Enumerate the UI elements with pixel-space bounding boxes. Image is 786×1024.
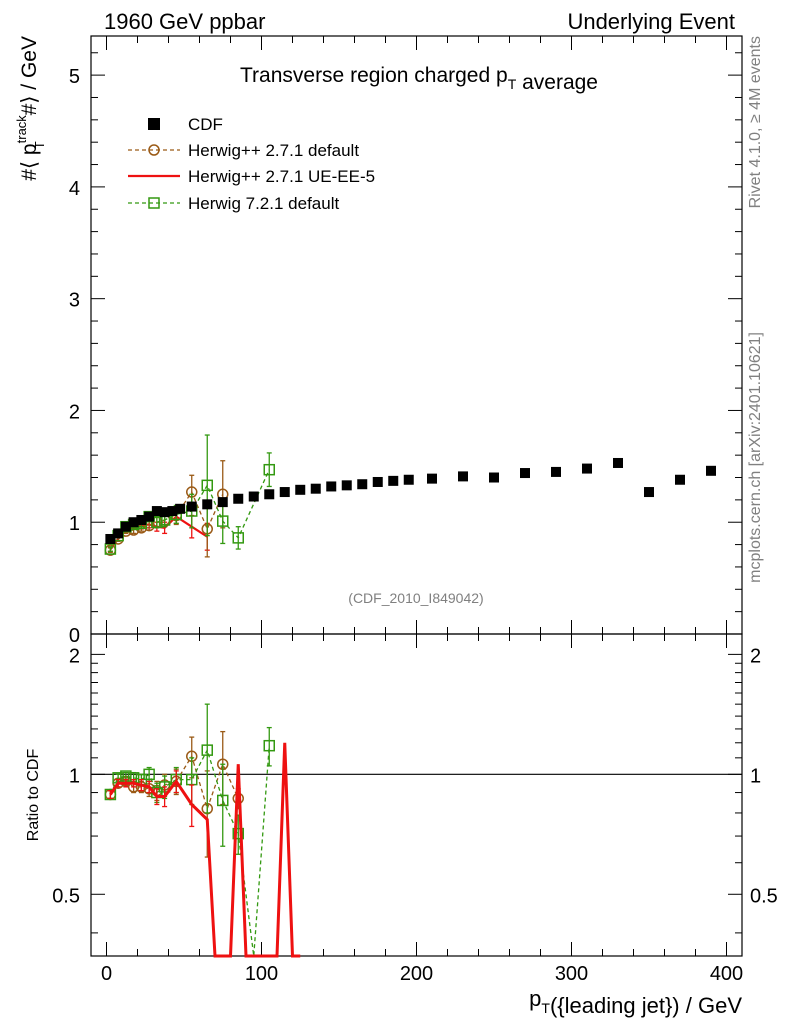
cdf-point	[613, 457, 623, 468]
cdf-point	[357, 479, 368, 490]
legend-label: Herwig++ 2.7.1 default	[188, 141, 359, 160]
cdf-point	[113, 528, 124, 539]
cdf-point	[582, 463, 592, 474]
ratio-y-axis-label: Ratio to CDF	[25, 749, 42, 842]
h7-point	[201, 479, 213, 492]
legend-hwdefault-marker	[148, 144, 160, 156]
legend: CDF Herwig++ 2.7.1 default Herwig++ 2.7.1 …	[128, 115, 375, 213]
h7-point	[232, 532, 244, 544]
y-tick-label: 5	[69, 66, 80, 88]
h7-point	[263, 463, 275, 476]
ratio-y-tick-label: 1	[69, 765, 80, 787]
ratio-h7-point	[104, 788, 117, 801]
ratio-axis-ticks: 0.5 0.5 1 1 2 2 0 100 200 300 400	[52, 634, 778, 985]
legend-label: Herwig 7.2.1 default	[188, 194, 339, 213]
ratio-h7-point	[143, 768, 155, 781]
x-tick-label: 0	[101, 963, 112, 985]
series-cdf	[105, 457, 716, 544]
cdf-point	[675, 474, 685, 485]
ratio-series-herwig7-default	[104, 703, 275, 957]
mcplots-label: mcplots.cern.ch [arXiv:2401.10621]	[747, 332, 764, 583]
cdf-point	[427, 473, 437, 484]
ratio-y-tick-label-right: 2	[750, 645, 761, 667]
cdf-point	[551, 466, 561, 477]
header-right: Underlying Event	[567, 9, 735, 34]
x-tick-label: 200	[400, 963, 433, 985]
header-left: 1960 GeV ppbar	[104, 9, 265, 34]
cdf-point	[310, 483, 321, 494]
x-tick-label: 300	[555, 963, 588, 985]
cdf-point	[279, 487, 290, 498]
cdf-point	[403, 474, 414, 485]
ratio-series-herwigpp-ueee5	[107, 742, 301, 958]
main-title: Transverse region charged pT average	[240, 64, 598, 94]
cdf-point	[295, 484, 306, 495]
x-axis-label: pT({leading jet}) / GeV	[529, 986, 742, 1018]
cdf-point	[489, 472, 499, 483]
main-y-axis-label: #⟨ ptrackT #⟩ / GeV	[14, 36, 47, 181]
h7-point	[151, 516, 163, 528]
y-tick-label: 2	[69, 401, 80, 423]
cdf-point	[248, 491, 259, 502]
cdf-point	[105, 533, 116, 544]
ratio-h7-point	[217, 794, 229, 807]
legend-h7-marker	[148, 197, 160, 209]
cdf-point	[264, 489, 275, 500]
ratio-y-tick-label: 0.5	[52, 885, 80, 907]
cdf-point	[372, 476, 383, 487]
y-tick-label: 1	[69, 513, 80, 535]
cdf-point	[175, 503, 186, 514]
cdf-point	[128, 517, 139, 528]
cdf-point	[341, 480, 352, 491]
hwdefault-line	[109, 490, 224, 551]
cdf-point	[144, 511, 155, 522]
cdf-point	[167, 506, 178, 517]
cdf-point	[644, 487, 654, 498]
cdf-point	[159, 507, 170, 518]
h7-point	[104, 543, 117, 555]
cdf-point	[151, 506, 162, 517]
legend-label: CDF	[188, 115, 223, 134]
ratio-y-tick-label: 2	[69, 645, 80, 667]
cdf-point	[520, 468, 530, 479]
ratio-ueee5-line	[109, 742, 301, 958]
cdf-point	[202, 499, 213, 510]
cdf-point	[120, 521, 131, 532]
ratio-y-tick-label-right: 1	[750, 765, 761, 787]
cdf-point	[233, 493, 244, 504]
main-axis-ticks: 0 1 2 3 4 5	[69, 36, 742, 647]
cdf-point	[388, 475, 399, 486]
ratio-panel: 0.5 0.5 1 1 2 2 0 100 200 300 400 Ratio to CDF pT(…	[25, 633, 778, 1018]
ratio-data-series	[104, 703, 301, 958]
y-tick-label: 3	[69, 290, 80, 312]
rivet-label: Rivet 4.1.0, ≥ 4M events	[747, 36, 764, 208]
y-tick-label: 0	[69, 625, 80, 647]
ratio-frame	[90, 633, 743, 957]
legend-label: Herwig++ 2.7.1 UE-EE-5	[188, 167, 375, 186]
cdf-point	[706, 465, 716, 476]
main-data-series	[104, 434, 716, 558]
x-tick-label: 400	[710, 963, 743, 985]
cdf-point	[136, 514, 147, 525]
cdf-point	[186, 501, 197, 512]
cdf-point	[458, 471, 468, 482]
cdf-point	[217, 497, 228, 508]
legend-cdf-marker	[148, 118, 160, 130]
x-tick-label: 100	[245, 963, 278, 985]
h7-point	[217, 515, 229, 527]
ratio-h7-point	[232, 827, 244, 840]
ratio-h7-point	[201, 744, 213, 756]
ratio-h7-point	[263, 739, 275, 752]
ratio-y-tick-label-right: 0.5	[750, 885, 778, 907]
y-tick-label: 4	[69, 178, 80, 200]
cdf-point	[326, 481, 337, 492]
main-panel: 0 1 2 3 4 5 Transverse region charged pT aver…	[14, 35, 743, 647]
analysis-label: (CDF_2010_I849042)	[348, 590, 483, 606]
